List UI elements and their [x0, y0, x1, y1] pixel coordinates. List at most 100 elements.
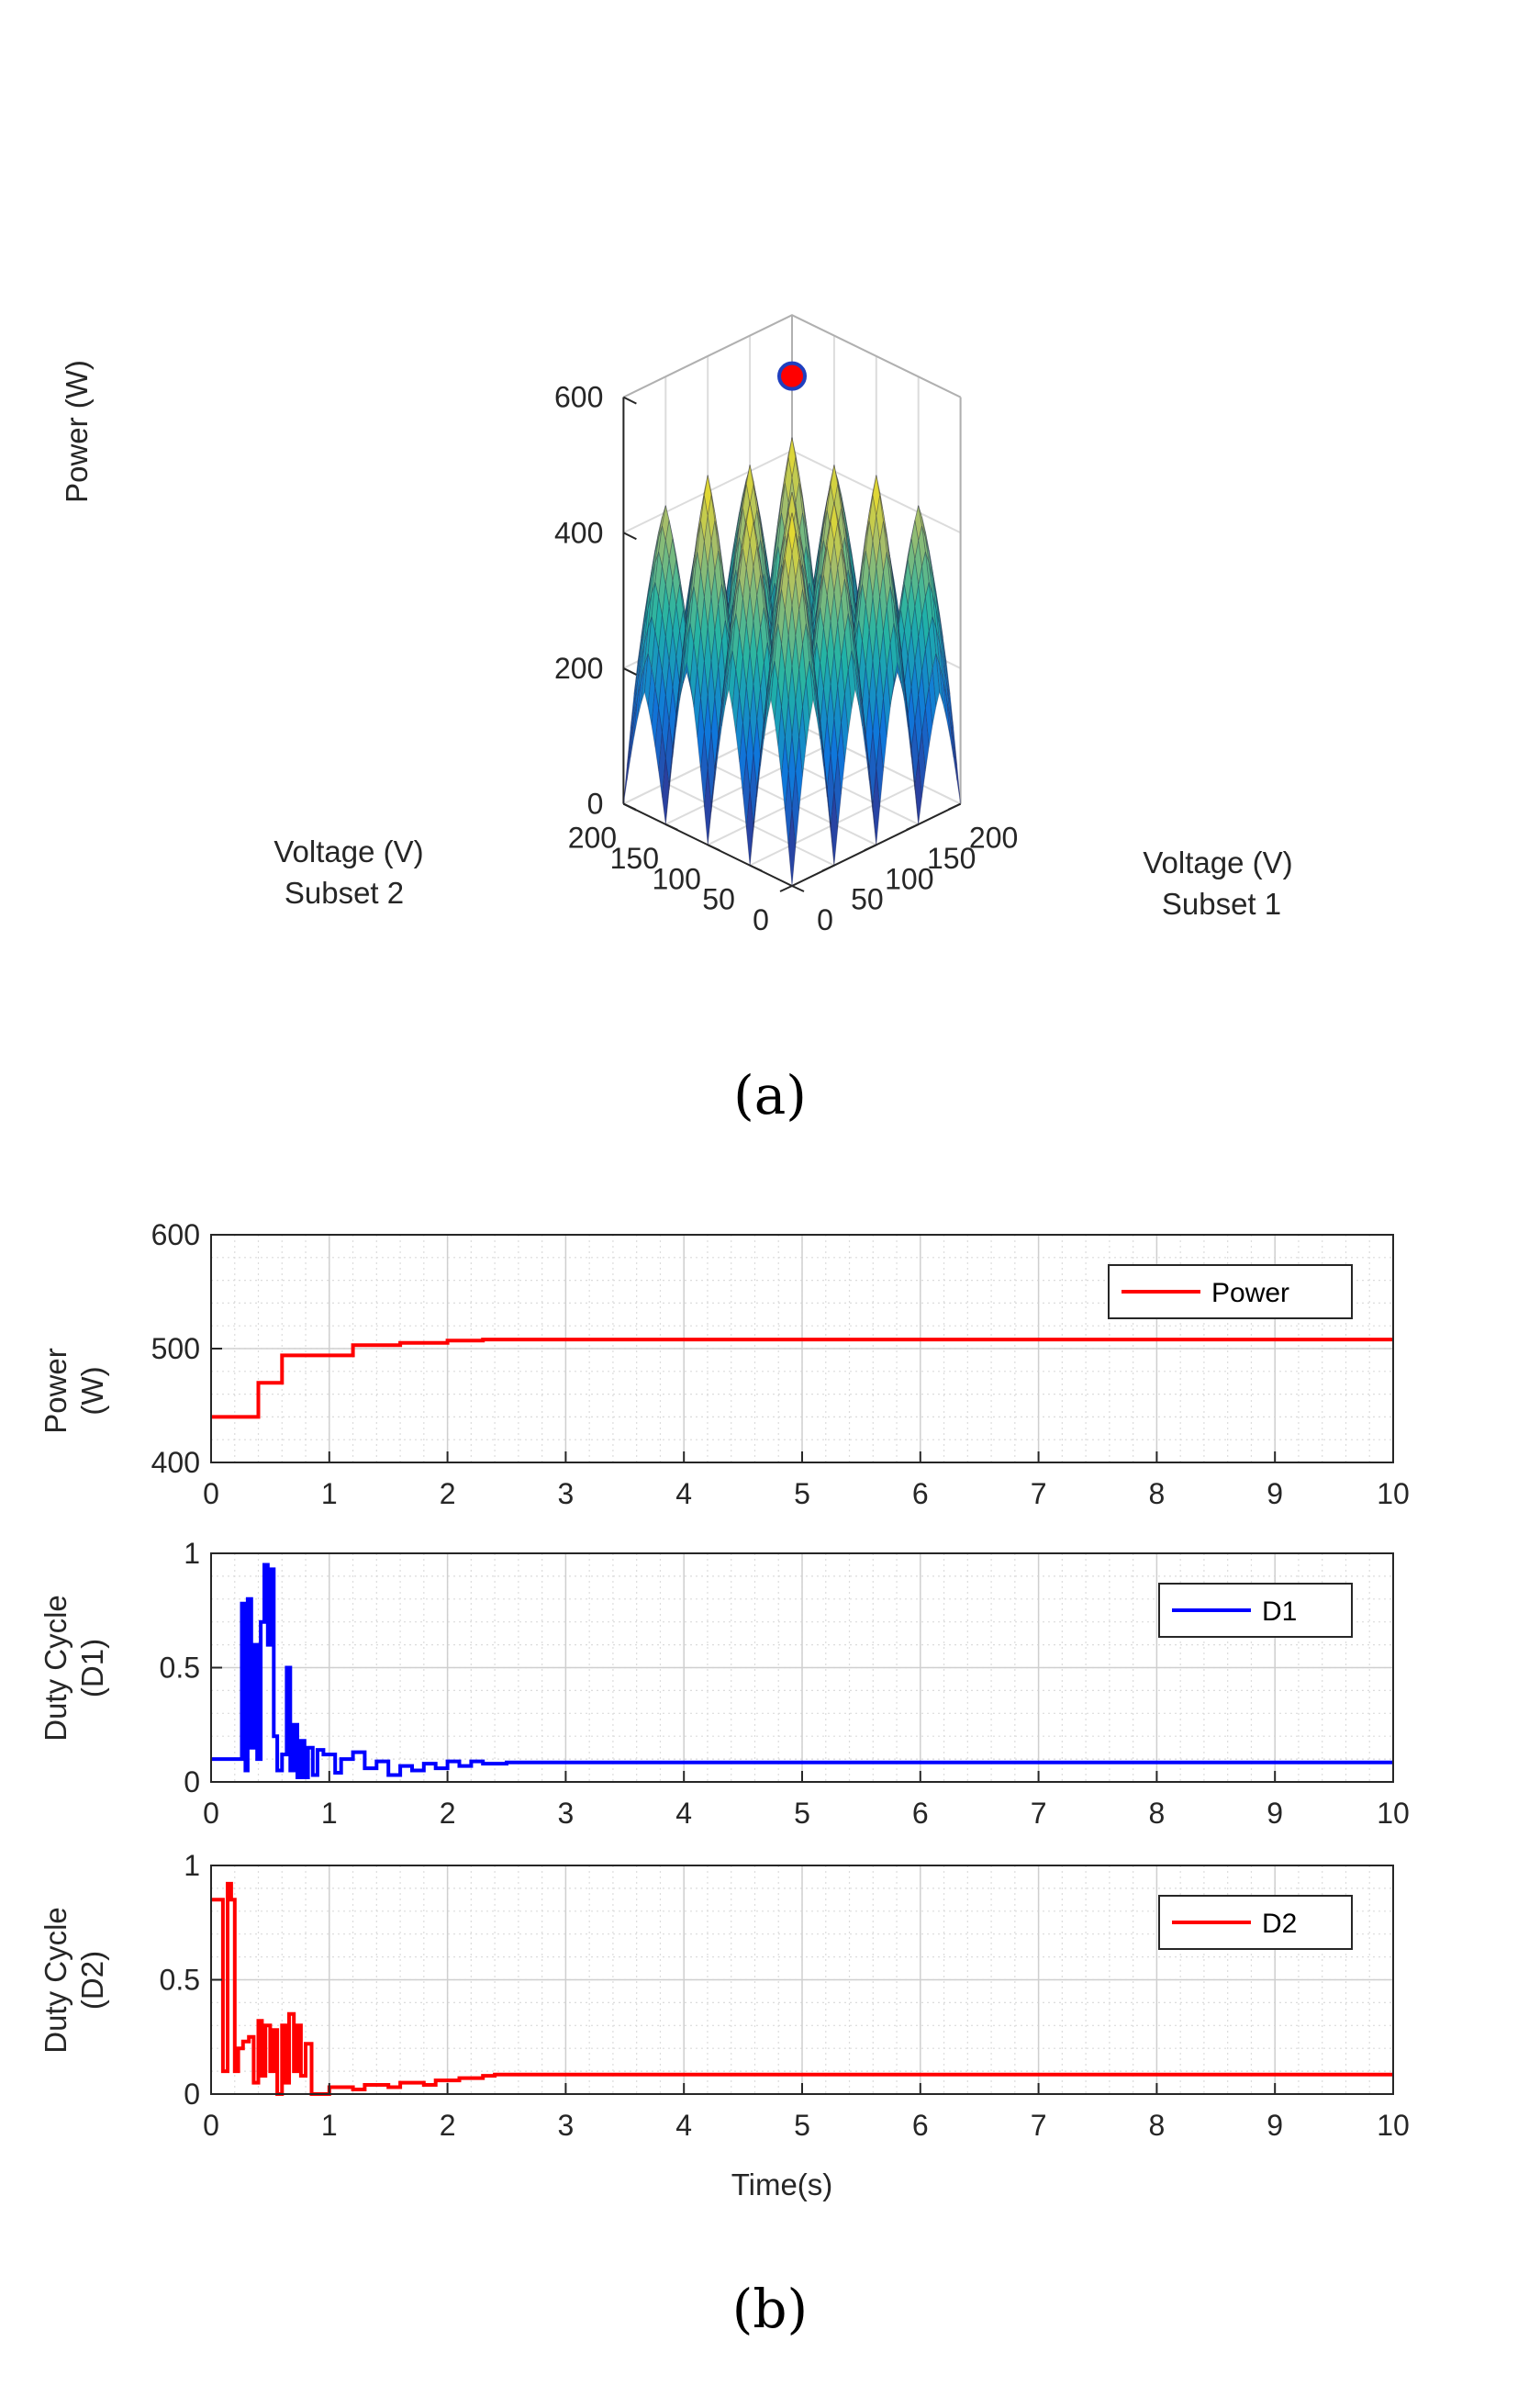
surface-cell [749, 791, 758, 866]
surface-cell [781, 533, 789, 577]
surface-cell [883, 668, 891, 738]
surface-cell [668, 631, 677, 689]
surface-cell [693, 668, 701, 738]
surface-cell [910, 520, 920, 560]
surface-cell [823, 654, 831, 720]
x-tick-label: 9 [1267, 2109, 1283, 2142]
surface-cell [774, 623, 782, 682]
surface-cell [879, 699, 887, 771]
surface-cell [764, 663, 772, 728]
surface-cell [939, 617, 947, 671]
surface-cell [858, 584, 866, 642]
surface-cell [700, 542, 709, 599]
surface-cell [728, 569, 737, 622]
surface-cell [693, 512, 701, 561]
surface-cell [766, 660, 776, 717]
surface-cell [700, 597, 709, 662]
z-tick-label: 400 [554, 516, 603, 549]
surface-cell [784, 533, 793, 580]
time-xlabel: Time(s) [731, 2168, 833, 2201]
surface-cell [658, 733, 666, 798]
surface-cell [787, 809, 797, 887]
surface-cell [907, 631, 916, 689]
x-tick-label: 7 [1031, 2109, 1047, 2142]
surface-cell [781, 511, 789, 553]
surface-cell [787, 554, 797, 606]
surface-cell [837, 548, 845, 599]
surface-cell [805, 660, 814, 721]
series-d2-line [211, 1881, 1393, 2096]
surface-cell [802, 623, 810, 682]
surface-cell [830, 790, 839, 866]
x-tick-label: 8 [1149, 1797, 1166, 1830]
surface-cell [664, 722, 674, 787]
surface-cell [731, 669, 741, 734]
surface-cell [745, 790, 754, 866]
surface-cell [935, 653, 943, 704]
surface-cell [672, 538, 680, 578]
y-tick-label: 600 [151, 1218, 200, 1251]
surface-cell [907, 538, 916, 581]
legend-label: Power [1211, 1278, 1289, 1308]
surface-cell [791, 700, 800, 773]
power-ylabel-line1: Power [39, 1348, 73, 1434]
surface-cell [876, 732, 884, 808]
surface-cell [781, 457, 789, 500]
surface-cell [664, 520, 674, 560]
surface-cell [714, 604, 722, 667]
surface-cell [728, 547, 737, 603]
surface-cell [697, 572, 705, 633]
surface-cell [728, 539, 737, 588]
x-tick-label: 9 [1267, 1797, 1283, 1830]
x-tick-label: 4 [675, 1797, 692, 1830]
surface-cell [770, 660, 779, 721]
surface-cell [623, 741, 631, 804]
surface-cell [865, 736, 874, 807]
x-tick-label: 0 [203, 2109, 219, 2142]
surface-cell [820, 575, 828, 629]
surface-cell [910, 606, 920, 662]
surface-cell [928, 668, 937, 726]
surface-cell [700, 661, 709, 733]
y-tick-label: 200 [568, 822, 617, 855]
surface-cell [841, 633, 849, 695]
surface-cell [854, 667, 863, 726]
surface-cell [735, 694, 743, 762]
x-tick-label: 4 [675, 2109, 692, 2142]
surface-cell [791, 579, 800, 636]
surface-cell [872, 516, 881, 567]
surface-cell [900, 662, 909, 727]
x-tick-mark [821, 864, 835, 872]
surface-cell [910, 559, 920, 607]
surface-cell [816, 540, 824, 590]
surface-cell [728, 613, 737, 667]
surface-cell [707, 475, 716, 513]
z-tick-label: 200 [554, 652, 603, 685]
y-tick-label: 400 [151, 1446, 200, 1479]
y-tick-mark [749, 864, 763, 872]
surface-cell [907, 687, 916, 749]
surface-cell [872, 695, 881, 769]
surface-cell [728, 595, 737, 651]
surface-cell [816, 575, 824, 625]
surface-cell [703, 695, 712, 769]
x-tick-label: 5 [794, 1797, 810, 1830]
x-tick-label: 4 [675, 1477, 692, 1510]
surface-cell [823, 546, 831, 597]
surface-cell [872, 566, 881, 628]
surface-cell [703, 768, 712, 846]
surface-cell [847, 554, 856, 610]
surface-cell [837, 657, 845, 723]
surface-cell [641, 591, 649, 641]
z-axis-label: Power (W) [60, 360, 94, 503]
surface-cell [651, 687, 660, 747]
surface-cell [664, 606, 674, 662]
x-tick-mark [779, 885, 793, 892]
surface-cell [910, 722, 920, 787]
surface-cell [914, 541, 922, 586]
surface-cell [837, 599, 845, 658]
y-tick-mark [791, 885, 805, 892]
d1-ylabel-line2: (D1) [75, 1639, 109, 1697]
surface-cell [826, 684, 835, 755]
